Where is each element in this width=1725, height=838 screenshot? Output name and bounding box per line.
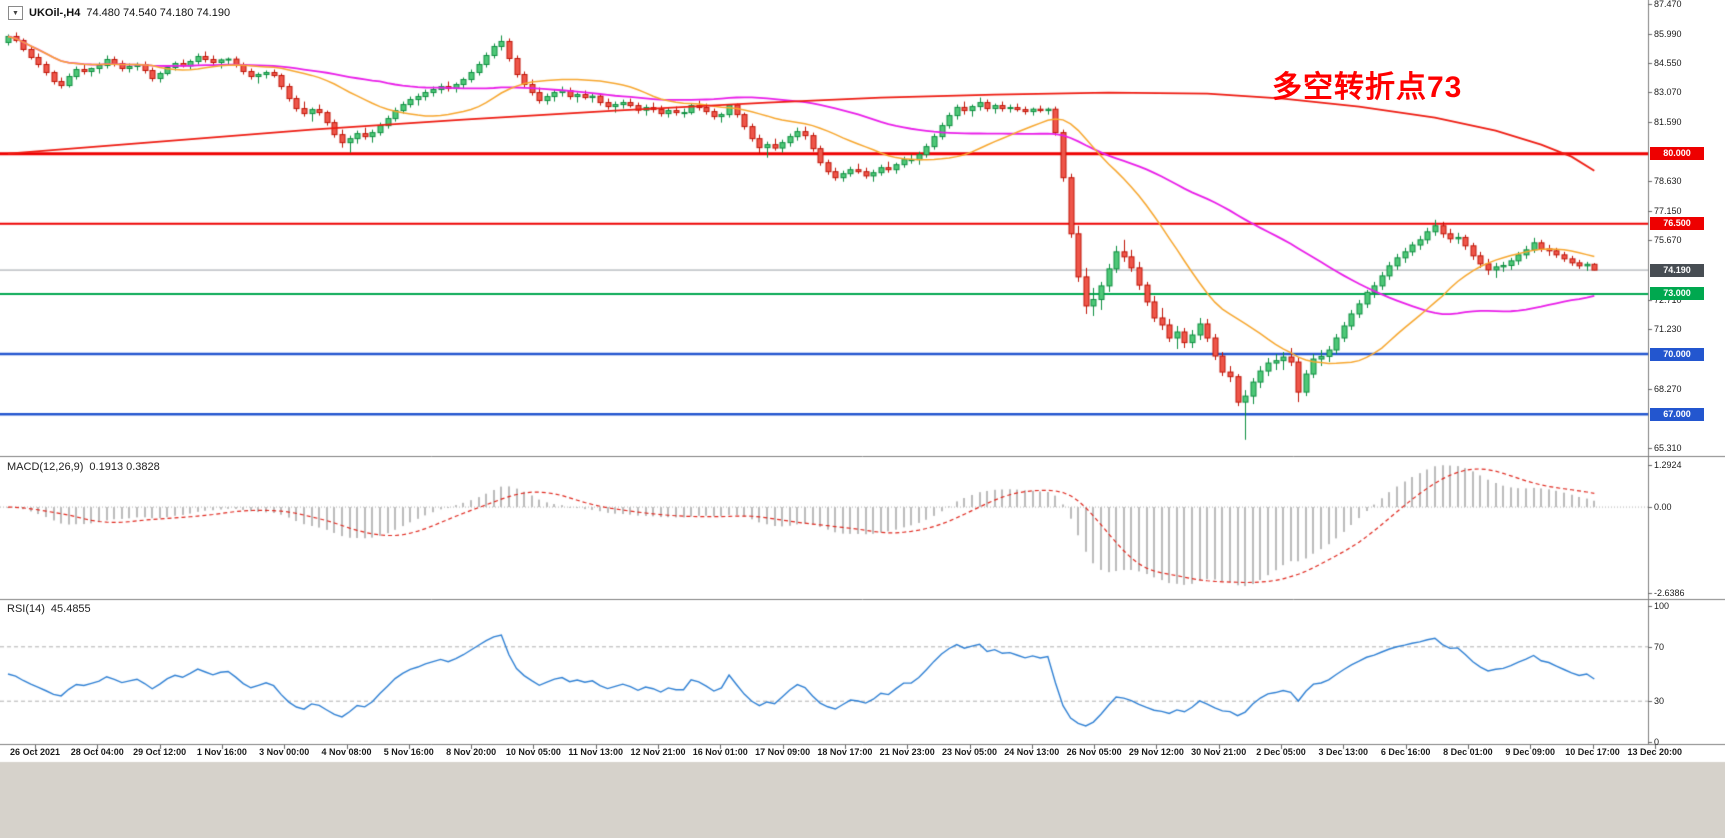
chart-ohlc-values: 74.480 74.540 74.180 74.190 [86,7,231,19]
chart-symbol-timeframe: UKOil-,H4 [29,7,81,19]
trend-annotation: 多空转折点73 [1272,71,1463,104]
chevron-down-icon: ▼ [12,9,19,17]
macd-label: MACD(12,26,9) [7,461,84,473]
symbol-dropdown[interactable]: ▼ [8,6,23,20]
rsi-panel-header: RSI(14) 45.4855 [7,603,91,615]
chart-header: ▼ UKOil-,H4 74.480 74.540 74.180 74.190 [8,6,230,20]
macd-panel-header: MACD(12,26,9) 0.1913 0.3828 [7,461,160,473]
rsi-label: RSI(14) [7,603,45,615]
macd-values: 0.1913 0.3828 [89,461,160,473]
rsi-value: 45.4855 [50,603,91,615]
